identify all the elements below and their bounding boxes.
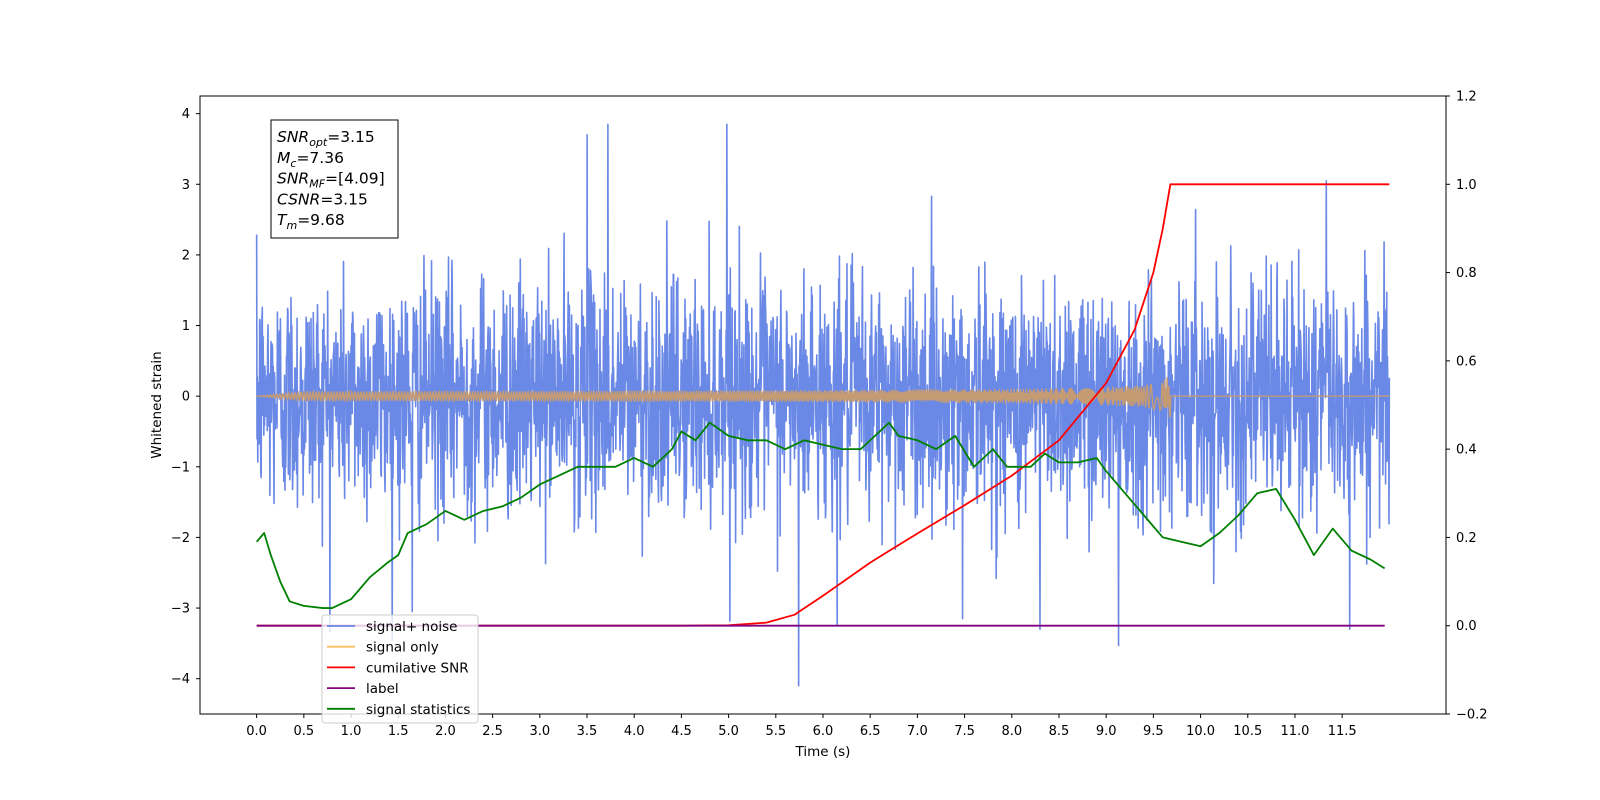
x-tick-label: 9.0 [1096,724,1117,739]
legend-label: signal only [366,640,439,656]
legend-label: cumilative SNR [366,660,469,676]
x-tick-label: 2.5 [482,724,503,739]
x-tick-label: 5.0 [718,724,739,739]
x-tick-label: 6.0 [813,724,834,739]
series-signal-only [256,377,1390,418]
y-left-tick-label: −2 [171,531,190,546]
legend-label: signal+ noise [366,619,457,635]
x-tick-label: 8.0 [1001,724,1022,739]
info-line: SNRMF=[4.09] [277,170,385,191]
x-tick-label: 7.0 [907,724,928,739]
x-tick-label: 3.5 [577,724,598,739]
x-tick-label: 0.0 [246,724,267,739]
y-right-tick-label: 0.0 [1456,619,1477,634]
y-right-tick-label: −0.2 [1456,708,1488,723]
y-left-tick-label: 1 [182,319,190,334]
legend: signal+ noise signal only cumilative SNR la… [321,614,479,724]
y-right-tick-label: 1.0 [1456,178,1477,193]
x-tick-label: 3.0 [529,724,550,739]
y-right-tick-label: 0.2 [1456,531,1477,546]
y-left-tick-label: 2 [182,248,190,263]
info-box-frame [270,119,399,239]
info-line: CSNR=3.15 [277,190,368,208]
x-axis-label: Time (s) [795,744,851,760]
y-left-tick-label: −1 [171,460,190,475]
x-tick-label: 9.5 [1143,724,1164,739]
x-tick-label: 10.0 [1186,724,1215,739]
x-axis-ticks: 0.0 0.5 1.0 1.5 2.0 2.5 3.0 3.5 4.0 4.5 5.0 5.5 6.0 6… [246,714,1357,739]
y-left-tick-label: −4 [171,672,190,687]
info-line: Tm=9.68 [277,211,345,232]
y-left-tick-label: −3 [171,602,190,617]
x-tick-label: 1.5 [388,724,409,739]
y-left-axis-label: Whitened strain [149,351,165,458]
y-right-tick-label: 1.2 [1456,90,1477,105]
x-tick-label: 11.0 [1280,724,1309,739]
y-right-axis-ticks: −0.2 0.0 0.2 0.4 0.6 0.8 1.0 1.2 [1446,90,1488,723]
x-tick-label: 5.5 [765,724,786,739]
info-line: SNRopt=3.15 [277,128,375,149]
series-cumilative-snr [256,183,1390,627]
y-left-tick-label: 0 [182,390,190,405]
y-left-axis-ticks: −4 −3 −2 −1 0 1 2 3 4 [171,107,200,687]
y-right-tick-label: 0.8 [1456,266,1477,281]
x-tick-label: 4.5 [671,724,692,739]
x-tick-label: 7.5 [954,724,975,739]
y-right-tick-label: 0.4 [1456,443,1477,458]
x-tick-label: 11.5 [1328,724,1357,739]
x-tick-label: 1.0 [341,724,362,739]
x-tick-label: 2.0 [435,724,456,739]
series-signal-noise [255,123,1391,687]
x-tick-label: 6.5 [860,724,881,739]
series-layer [255,123,1391,687]
y-left-tick-label: 4 [182,107,190,122]
legend-frame [321,614,479,724]
x-tick-label: 4.0 [624,724,645,739]
info-line: Mc=7.36 [277,149,344,170]
series-signal-statistics [255,421,1386,609]
legend-label: label [366,681,399,697]
y-left-tick-label: 3 [182,178,190,193]
x-tick-label: 0.5 [293,724,314,739]
x-tick-label: 8.5 [1049,724,1070,739]
x-tick-label: 10.5 [1233,724,1262,739]
y-right-tick-label: 0.6 [1456,354,1477,369]
legend-label: signal statistics [366,702,470,718]
